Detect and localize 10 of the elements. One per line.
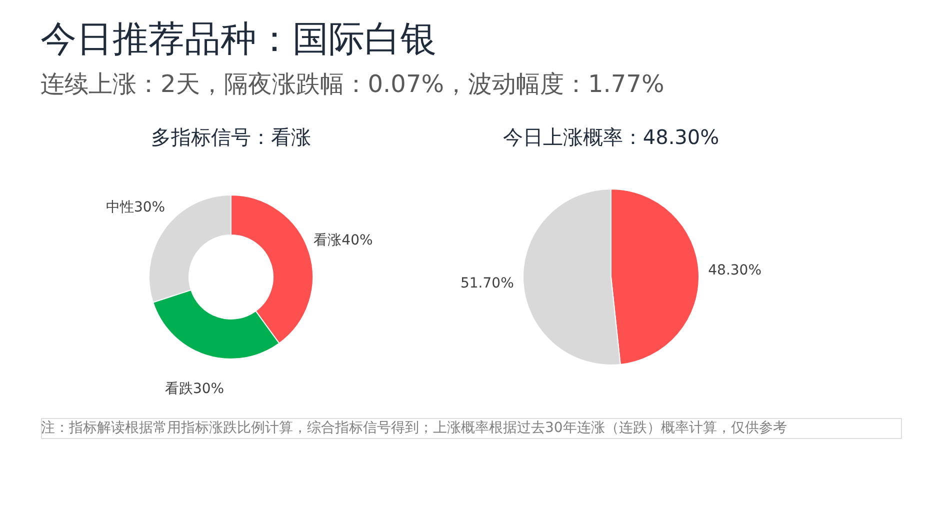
- data-label: 51.70%: [460, 276, 514, 292]
- chart-title: 多指标信号：看涨: [151, 125, 311, 149]
- text: 注：指标解读根据常用指标涨跌比例计算，综合指标信号得到；上涨概率根据过去30年连涨（连跌）概率计算，仅供参考: [41, 420, 787, 436]
- slice-label: 中性30%: [106, 200, 166, 216]
- chart-title: 今日上涨概率：48.30%: [502, 125, 720, 149]
- data-label: 48.30%: [708, 262, 762, 278]
- slice-label: 看涨40%: [314, 232, 373, 249]
- text: 连续上涨：2天，隔夜涨跌幅：0.07%，波动幅度：1.77%: [40, 70, 664, 98]
- text: 今日推荐品种：国际白银: [40, 19, 436, 60]
- slice-label: 看跌30%: [164, 381, 224, 398]
